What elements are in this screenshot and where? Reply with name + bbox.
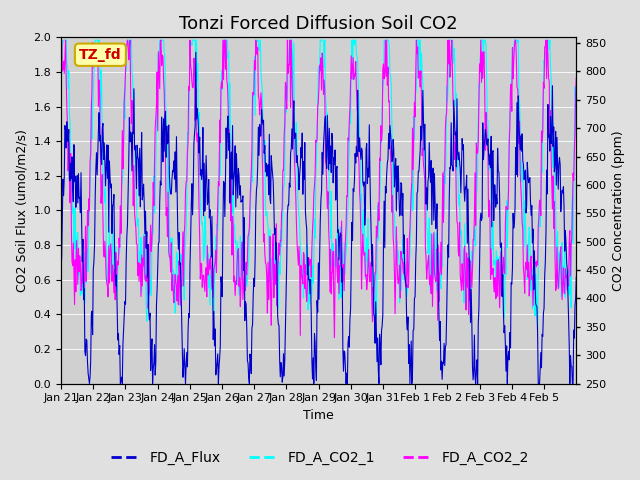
X-axis label: Time: Time [303, 409, 334, 422]
Legend: FD_A_Flux, FD_A_CO2_1, FD_A_CO2_2: FD_A_Flux, FD_A_CO2_1, FD_A_CO2_2 [106, 445, 534, 471]
Title: Tonzi Forced Diffusion Soil CO2: Tonzi Forced Diffusion Soil CO2 [179, 15, 458, 33]
Y-axis label: CO2 Concentration (ppm): CO2 Concentration (ppm) [612, 130, 625, 291]
Text: TZ_fd: TZ_fd [79, 48, 122, 62]
Y-axis label: CO2 Soil Flux (umol/m2/s): CO2 Soil Flux (umol/m2/s) [15, 129, 28, 292]
